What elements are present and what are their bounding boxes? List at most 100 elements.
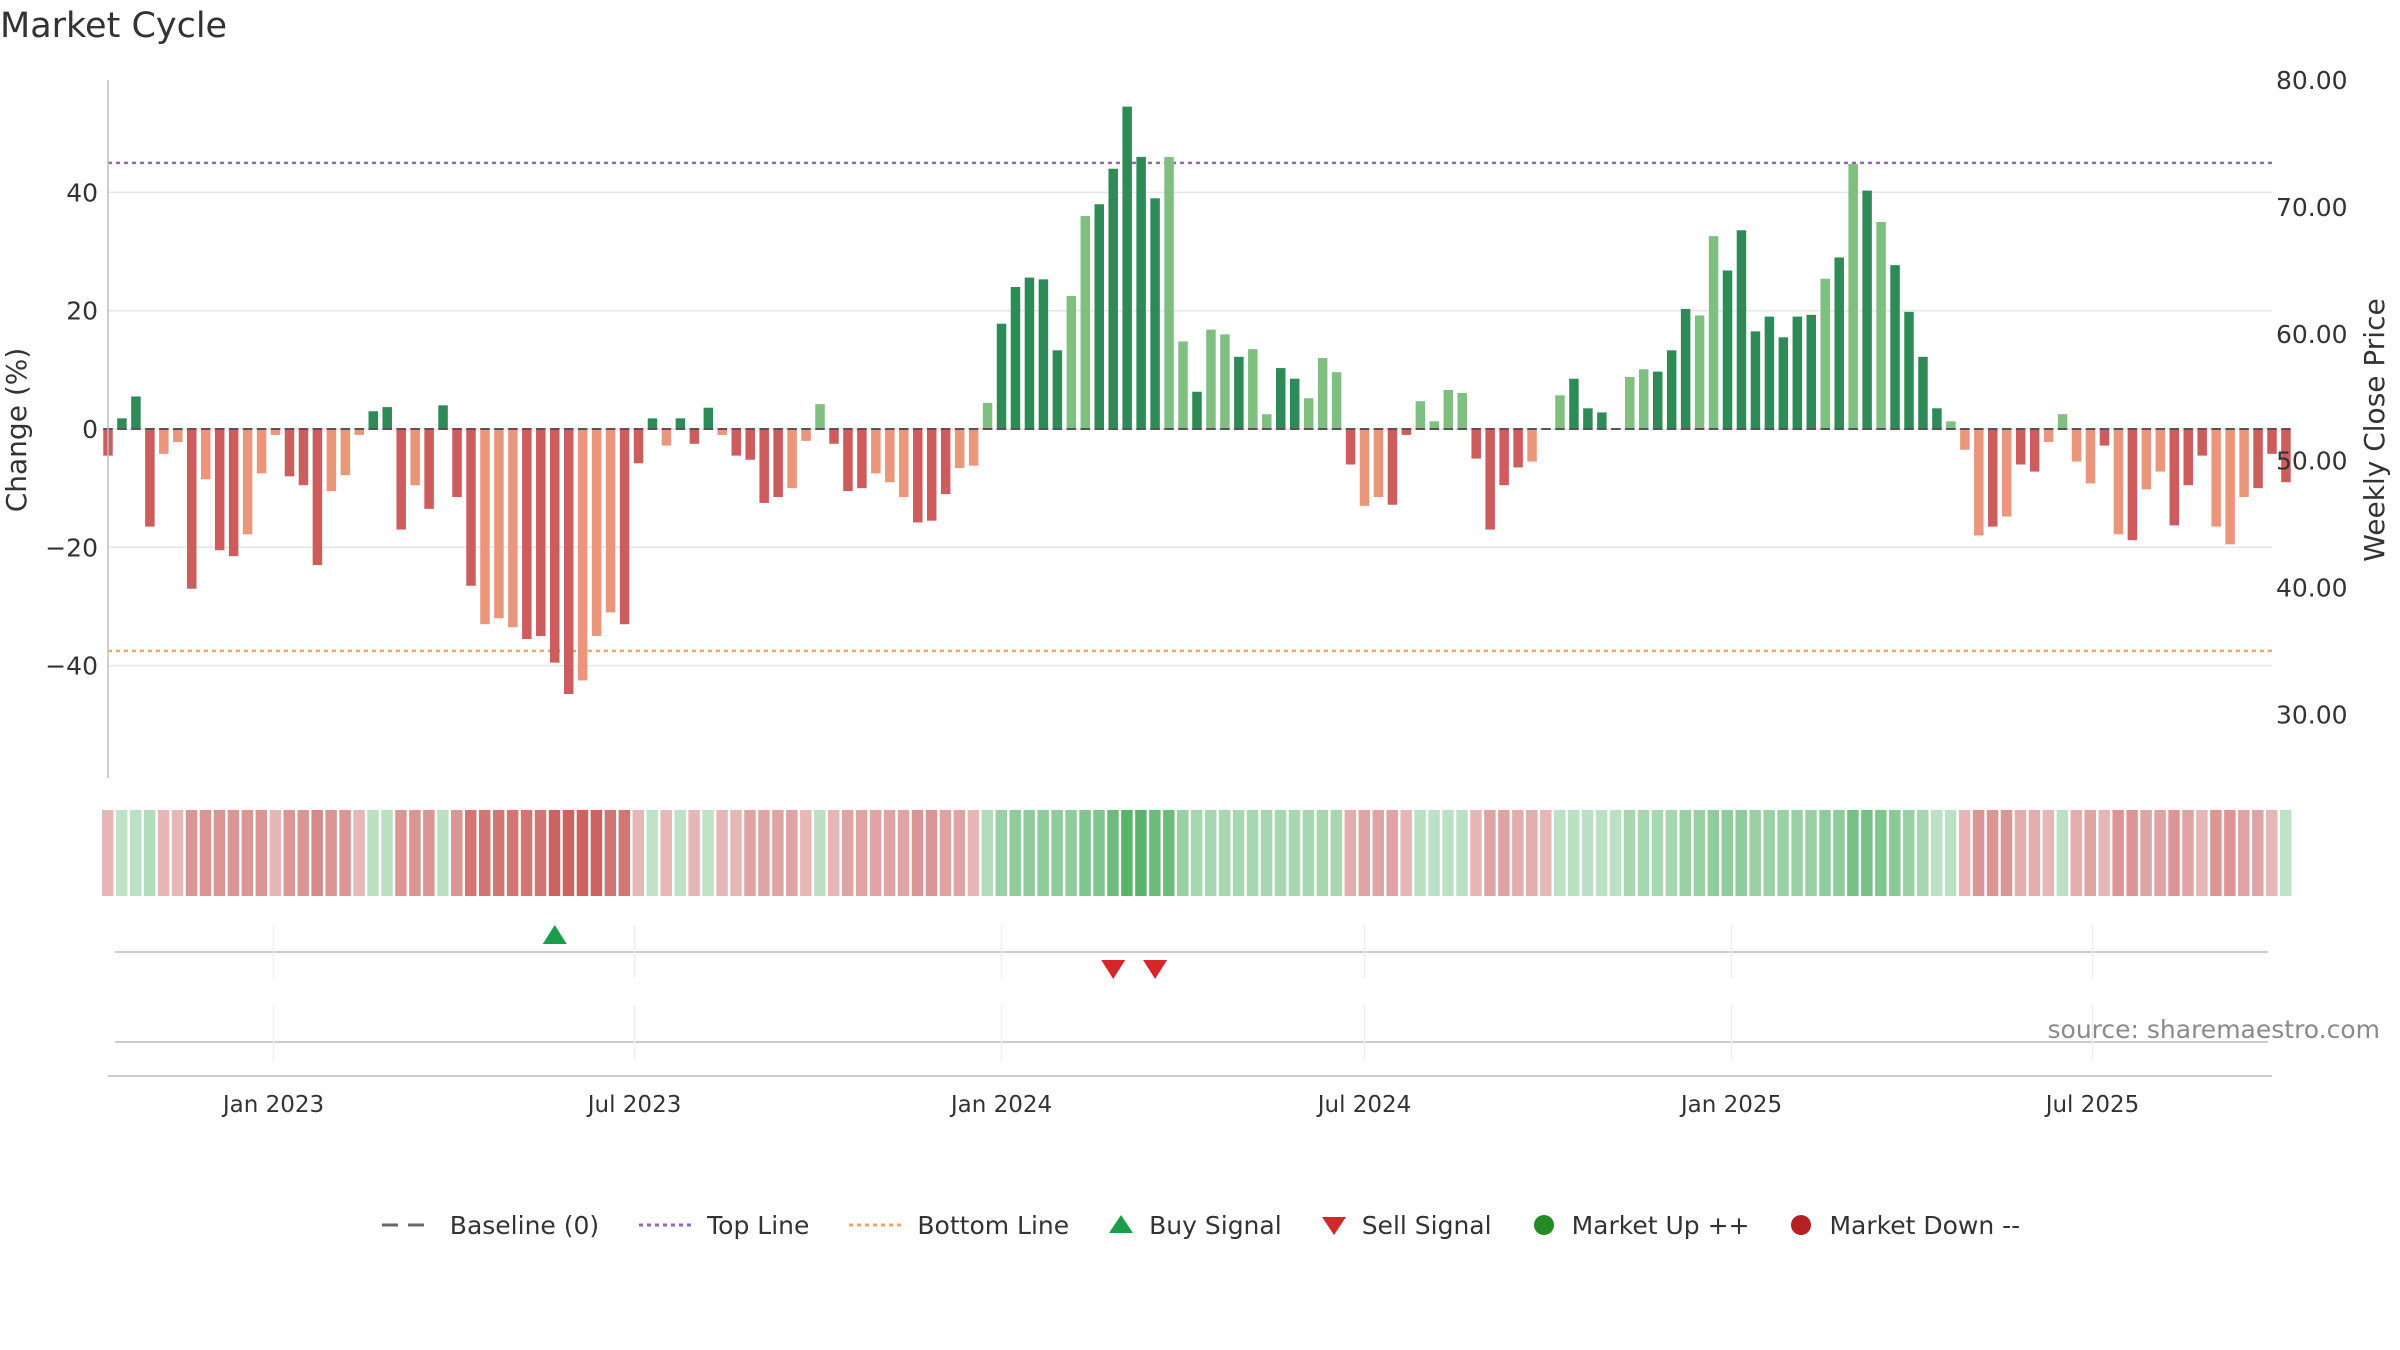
phase-cell [1372, 810, 1384, 896]
bar [717, 429, 728, 435]
phase-cell [855, 810, 868, 896]
bar [689, 429, 700, 444]
reference-lines [108, 161, 2272, 653]
phase-cell [157, 810, 170, 896]
phase-cell [730, 810, 742, 896]
bar [117, 418, 127, 429]
phase-cell [1553, 810, 1566, 896]
bar [1234, 356, 1244, 429]
bar [591, 429, 602, 637]
phase-cell [2196, 810, 2208, 896]
phase-cell [520, 810, 533, 896]
y2-tick-label: 60.00 [2276, 320, 2348, 349]
y2-tick-label: 70.00 [2276, 193, 2348, 222]
phase-cell [325, 810, 337, 896]
bar [2057, 414, 2068, 429]
bar [1220, 334, 1230, 429]
legend-item: Market Down -- [1787, 1211, 2020, 1240]
bar [1331, 372, 1342, 429]
bar [1178, 341, 1188, 429]
phase-cell [2224, 810, 2236, 896]
phase-cell [143, 810, 156, 896]
bar [605, 429, 616, 613]
bar [410, 429, 420, 486]
bar [550, 429, 560, 663]
bar [1429, 421, 1440, 429]
bar [438, 405, 448, 429]
bar [2253, 429, 2263, 489]
phase-cell [451, 810, 463, 896]
phase-cell [1707, 810, 1720, 896]
phase-cell [590, 810, 603, 896]
phase-cell [646, 810, 658, 896]
bar [815, 404, 825, 429]
phase-cell [1316, 810, 1329, 896]
bar [1248, 349, 1258, 429]
phase-cell [1386, 810, 1398, 896]
phase-cell [2126, 810, 2138, 896]
phase-cell [1721, 810, 1733, 896]
bar [2239, 429, 2249, 498]
bar [1583, 408, 1593, 429]
bar [1750, 331, 1761, 429]
x-tick-label: Jul 2025 [2044, 1092, 2140, 1118]
bar [731, 429, 742, 456]
bar [2085, 429, 2096, 484]
phase-cell [911, 810, 924, 896]
bar [940, 429, 951, 495]
bar [745, 429, 755, 460]
bar [1276, 368, 1286, 429]
phase-strip [102, 810, 2292, 896]
bar-series [103, 106, 2291, 695]
bar [242, 429, 253, 535]
phase-cell [1177, 810, 1189, 896]
bar [703, 407, 714, 429]
phase-cell [2140, 810, 2152, 896]
bar [1303, 398, 1314, 429]
legend-label: Market Up ++ [1571, 1210, 1750, 1240]
bar [1974, 429, 1984, 536]
phase-cell [1330, 810, 1343, 896]
bar [1932, 408, 1942, 429]
phase-cell [283, 810, 295, 896]
bar [871, 429, 881, 474]
axes: −40 −20 0 20 40 30.00 40.00 50.00 60.00 70.00 80.0… [45, 66, 2348, 778]
sell-signal-marker [1101, 960, 1126, 979]
phase-cell [1191, 810, 1203, 896]
x-tick-label: Jan 2025 [1679, 1092, 1782, 1118]
phase-cell [1121, 810, 1133, 896]
bar [1764, 316, 1775, 429]
phase-cell [2168, 810, 2180, 896]
phase-cell [2112, 810, 2124, 896]
x-tick-label: Jan 2023 [221, 1092, 324, 1118]
phase-cell [102, 810, 114, 896]
bar [1708, 236, 1719, 429]
phase-cell [1051, 810, 1063, 896]
bar [368, 411, 379, 429]
bar [2141, 429, 2152, 490]
phase-cell [213, 810, 226, 896]
phase-cell [1916, 810, 1929, 896]
bar [145, 429, 155, 527]
phase-cell [395, 810, 407, 896]
phase-cell [604, 810, 617, 896]
legend-label: Market Down -- [1829, 1210, 2021, 1240]
x-tick-label: Jan 2024 [949, 1092, 1052, 1118]
phase-cell [227, 810, 240, 896]
bar [647, 418, 658, 429]
phase-cell [2098, 810, 2110, 896]
bar [843, 429, 853, 492]
bar [1457, 392, 1467, 429]
phase-cell [2182, 810, 2194, 896]
phase-cell [1637, 810, 1650, 896]
phase-cell [478, 810, 491, 896]
phase-cell [1889, 810, 1901, 896]
phase-cell [1470, 810, 1482, 896]
phase-cell [953, 810, 966, 896]
bar [1820, 278, 1830, 429]
phase-cell [1232, 810, 1245, 896]
phase-cell [2028, 810, 2041, 896]
phase-cell [548, 810, 561, 896]
phase-cell [1777, 810, 1789, 896]
legend-swatch-icon [1791, 1215, 1812, 1235]
